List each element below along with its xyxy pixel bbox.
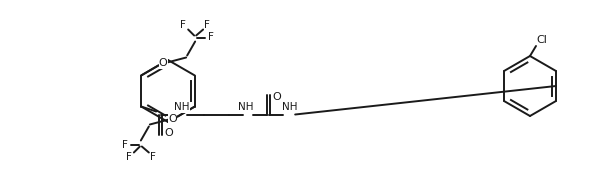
Text: Cl: Cl [537,35,547,45]
Text: F: F [180,20,186,30]
Text: O: O [168,114,177,124]
Text: O: O [273,91,282,101]
Text: NH: NH [238,103,254,112]
Text: NH: NH [282,103,298,112]
Text: O: O [165,127,173,137]
Text: O: O [159,59,168,69]
Text: F: F [204,20,210,30]
Text: NH: NH [174,103,190,112]
Text: F: F [126,151,132,161]
Text: F: F [208,33,214,43]
Text: F: F [122,140,128,150]
Text: F: F [150,151,156,161]
